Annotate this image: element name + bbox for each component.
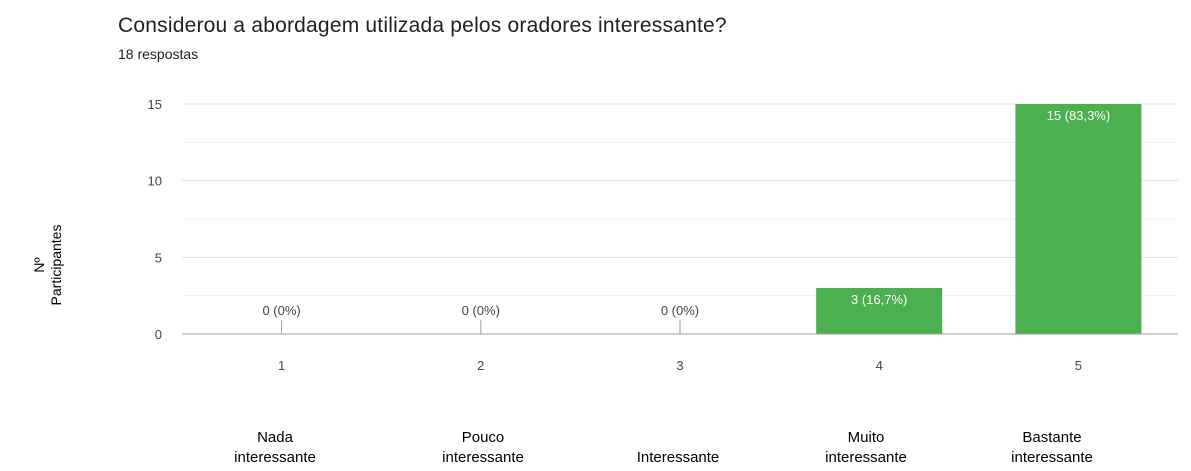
data-label: 0 (0%) xyxy=(262,303,300,318)
y-tick-label: 0 xyxy=(155,327,162,342)
category-description-line: interessante xyxy=(442,449,524,466)
category-description-line xyxy=(598,428,758,448)
x-tick-label: 4 xyxy=(876,358,883,373)
category-description: Interessante xyxy=(598,428,758,468)
category-description-line: Muito xyxy=(847,429,885,446)
x-tick-label: 1 xyxy=(278,358,285,373)
data-label: 0 (0%) xyxy=(661,303,699,318)
category-description-line: interessante xyxy=(825,449,907,466)
y-tick-label: 5 xyxy=(155,250,162,265)
category-description: Muito interessante xyxy=(786,428,946,468)
category-description-line: Nada xyxy=(257,429,293,446)
category-description-line: Pouco xyxy=(461,429,505,446)
data-label: 3 (16,7%) xyxy=(851,292,907,307)
data-label: 0 (0%) xyxy=(462,303,500,318)
y-tick-label: 15 xyxy=(148,97,162,112)
category-description: Bastante interessante xyxy=(972,428,1132,468)
data-label: 15 (83,3%) xyxy=(1047,108,1111,123)
chart-title: Considerou a abordagem utilizada pelos o… xyxy=(118,14,727,37)
category-description-line: Interessante xyxy=(636,449,720,466)
bar-5 xyxy=(1015,104,1142,334)
x-tick-label: 5 xyxy=(1075,358,1082,373)
category-description: Nada interessante xyxy=(195,428,355,468)
category-description: Pouco interessante xyxy=(403,428,563,468)
response-count: 18 respostas xyxy=(118,46,199,62)
bar-4 xyxy=(816,288,943,334)
category-description-line: Bastante xyxy=(1022,429,1082,446)
category-description-line: interessante xyxy=(234,449,316,466)
x-tick-label: 3 xyxy=(676,358,683,373)
category-description-line: interessante xyxy=(1011,449,1093,466)
y-tick-label: 10 xyxy=(148,174,162,189)
x-tick-label: 2 xyxy=(477,358,484,373)
